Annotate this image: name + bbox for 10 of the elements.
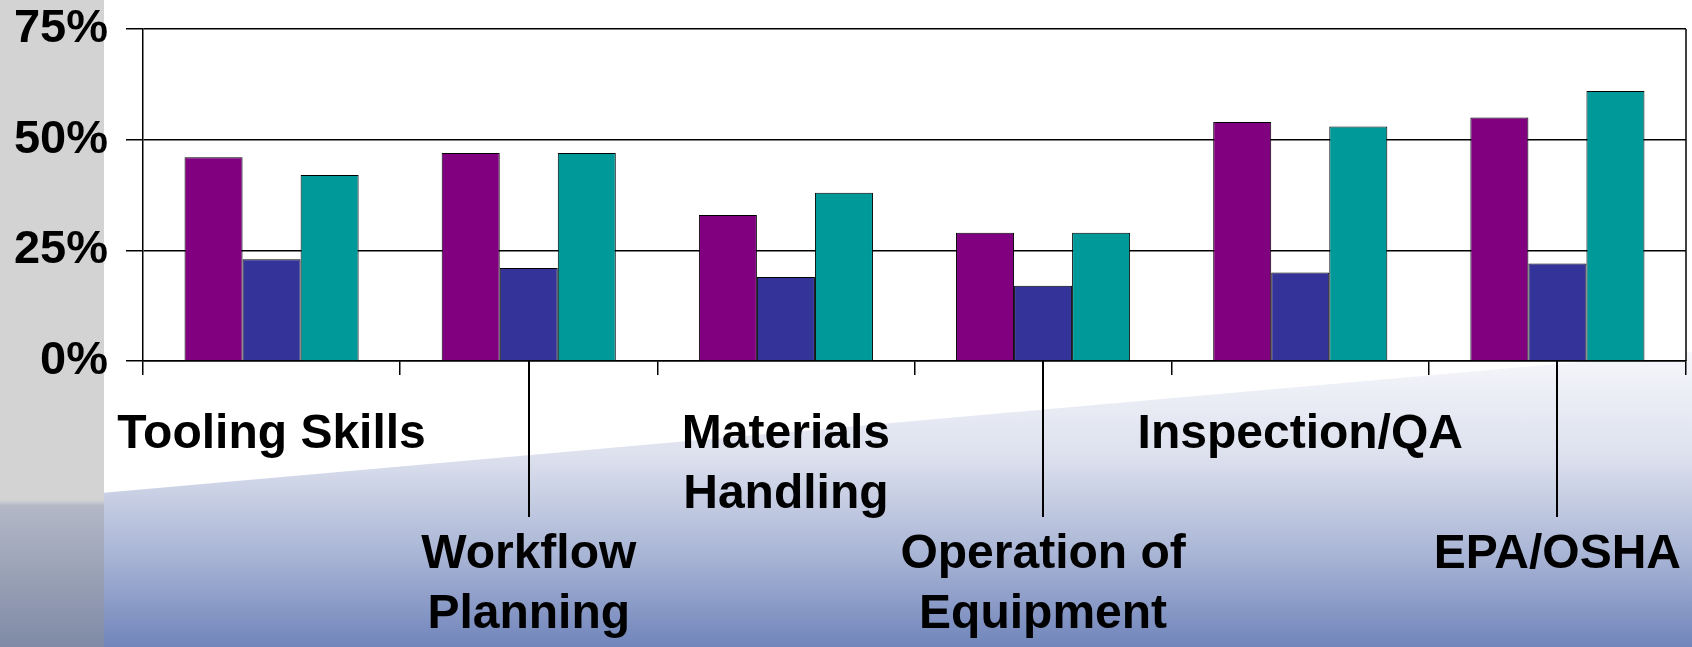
y-tick-label: 75% [13,0,108,52]
x-tick-label: Tooling Skills [117,405,426,459]
y-tick-label: 50% [13,109,108,163]
x-tick-label: Operation of Equipment [900,525,1187,639]
x-tick-label: Materials Handling [681,405,890,519]
x-tick-label: Inspection/QA [1137,405,1463,459]
x-tick-label: EPA/OSHA [1433,525,1681,579]
y-tick-label: 0% [40,330,108,384]
y-tick-label: 25% [13,220,108,274]
x-tick-label: Workflow Planning [421,525,637,639]
